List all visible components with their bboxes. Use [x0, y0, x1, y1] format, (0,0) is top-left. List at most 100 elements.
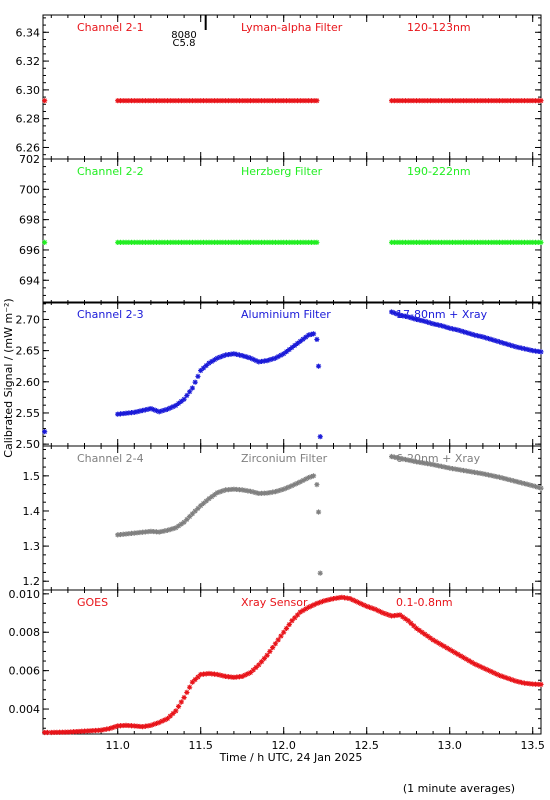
- data-point-fill: [175, 523, 182, 529]
- data-point-fill: [217, 98, 223, 104]
- data-point-fill: [397, 239, 403, 245]
- data-point-fill: [383, 611, 389, 617]
- data-point-fill: [469, 98, 475, 104]
- data-point-fill: [474, 239, 480, 245]
- data-point-fill: [391, 310, 397, 316]
- data-point-fill: [341, 595, 348, 601]
- data-point: [322, 597, 328, 604]
- data-point: [206, 360, 212, 366]
- data-point: [389, 613, 395, 619]
- data-point: [314, 600, 320, 607]
- data-point: [98, 727, 104, 733]
- data-point-fill: [300, 336, 306, 342]
- data-point: [231, 351, 237, 357]
- data-point: [463, 239, 469, 245]
- data-point: [447, 325, 453, 331]
- data-point-fill: [433, 98, 439, 104]
- data-point-fill: [483, 471, 489, 477]
- data-point-fill: [516, 239, 522, 245]
- data-point: [239, 673, 245, 679]
- data-point: [405, 314, 411, 320]
- data-point-fill: [391, 454, 397, 460]
- data-point-fill: [499, 98, 505, 104]
- data-point-fill: [275, 98, 281, 104]
- data-point: [480, 334, 486, 340]
- y-tick-label: 6.32: [16, 55, 41, 68]
- data-point-fill: [283, 239, 290, 245]
- data-point-fill: [494, 671, 500, 677]
- data-point: [123, 722, 129, 728]
- data-point-fill: [170, 710, 176, 717]
- data-point-fill: [250, 667, 256, 673]
- data-point-fill: [516, 98, 522, 104]
- data-point-fill: [394, 98, 400, 104]
- data-point-fill: [217, 239, 223, 245]
- data-point-fill: [242, 98, 248, 104]
- data-point: [115, 411, 121, 417]
- data-point-fill: [167, 239, 173, 245]
- data-point-fill: [427, 239, 434, 245]
- data-point-fill: [402, 98, 409, 104]
- data-point-fill: [200, 365, 207, 371]
- data-point-fill: [444, 645, 450, 651]
- data-point-fill: [236, 352, 243, 358]
- data-point-fill: [73, 728, 79, 735]
- data-point-fill: [57, 729, 63, 735]
- panel-filter-label: Zirconium Filter: [241, 452, 328, 465]
- data-point: [413, 316, 420, 323]
- data-point: [405, 457, 411, 463]
- data-point-fill: [92, 727, 99, 734]
- panel-frame: [42, 14, 542, 160]
- data-point-fill: [134, 409, 140, 415]
- data-point-fill: [250, 98, 256, 104]
- data-point-fill: [527, 347, 533, 353]
- data-point: [156, 409, 162, 415]
- data-point-fill: [469, 331, 475, 337]
- data-point-fill: [253, 239, 259, 245]
- data-point-fill: [140, 407, 146, 414]
- data-point-fill: [532, 348, 539, 354]
- x-tick-label: 13.0: [437, 739, 462, 752]
- data-point-fill: [292, 239, 298, 245]
- data-point-fill: [234, 486, 240, 493]
- data-point-fill: [145, 723, 151, 729]
- data-point-fill: [145, 98, 151, 104]
- data-point: [430, 239, 436, 245]
- y-tick-label: 1.5: [23, 470, 41, 483]
- data-point: [447, 465, 453, 471]
- data-point-fill: [483, 335, 489, 341]
- data-point: [310, 331, 317, 337]
- data-point: [264, 357, 270, 364]
- data-point-fill: [494, 474, 500, 480]
- data-point-fill: [242, 672, 248, 678]
- event-marker-label-1: 8080: [171, 30, 196, 41]
- data-point-fill: [217, 672, 223, 678]
- data-point-fill: [519, 679, 525, 686]
- data-point: [247, 355, 254, 361]
- data-point-fill: [267, 357, 273, 363]
- data-point: [314, 336, 320, 343]
- data-point-fill: [236, 239, 243, 245]
- panel-5: 0.004 0.006 0.008 0.010 GOES Xray Sensor 0.1-0…: [9, 588, 544, 736]
- data-point-fill: [131, 239, 137, 245]
- data-point: [189, 385, 195, 391]
- data-point-fill: [308, 239, 315, 245]
- x-tick-label: 12.5: [354, 739, 379, 752]
- data-point-fill: [433, 638, 439, 645]
- panel-filter-label: Xray Sensor: [241, 596, 308, 609]
- data-point-fill: [507, 342, 514, 348]
- data-point-fill: [350, 597, 356, 603]
- data-point-fill: [200, 239, 207, 245]
- data-point-fill: [308, 474, 314, 480]
- data-point: [314, 482, 320, 488]
- data-point-fill: [436, 640, 442, 646]
- data-point-fill: [524, 346, 530, 352]
- data-point-fill: [524, 680, 530, 687]
- data-point: [164, 716, 171, 722]
- data-point: [438, 642, 444, 648]
- data-point-fill: [128, 239, 135, 245]
- data-point-fill: [336, 595, 342, 601]
- data-point: [496, 672, 503, 679]
- data-point-fill: [458, 653, 464, 659]
- data-point-fill: [59, 729, 65, 735]
